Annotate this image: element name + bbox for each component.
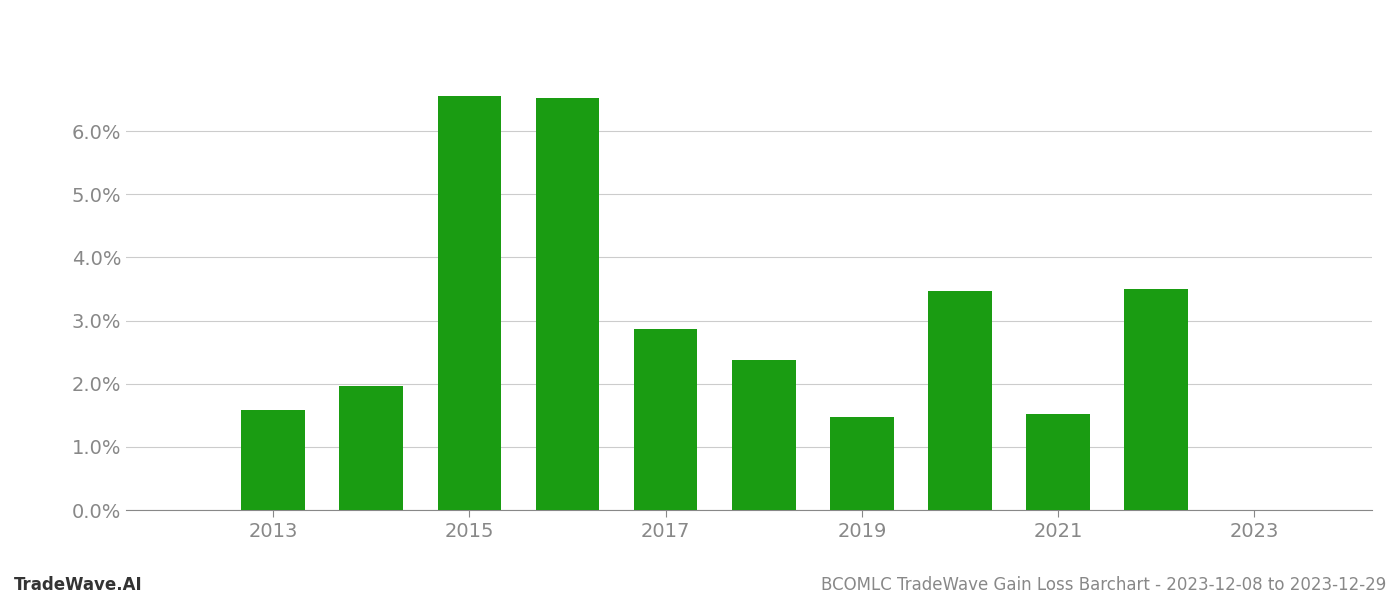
Bar xyxy=(830,417,893,510)
Bar xyxy=(634,329,697,510)
Bar xyxy=(732,359,795,510)
Bar xyxy=(339,386,403,510)
Bar xyxy=(1026,414,1091,510)
Bar xyxy=(1124,289,1189,510)
Bar xyxy=(928,291,991,510)
Bar xyxy=(241,410,305,510)
Text: TradeWave.AI: TradeWave.AI xyxy=(14,576,143,594)
Bar xyxy=(437,97,501,510)
Bar xyxy=(536,98,599,510)
Text: BCOMLC TradeWave Gain Loss Barchart - 2023-12-08 to 2023-12-29: BCOMLC TradeWave Gain Loss Barchart - 20… xyxy=(820,576,1386,594)
